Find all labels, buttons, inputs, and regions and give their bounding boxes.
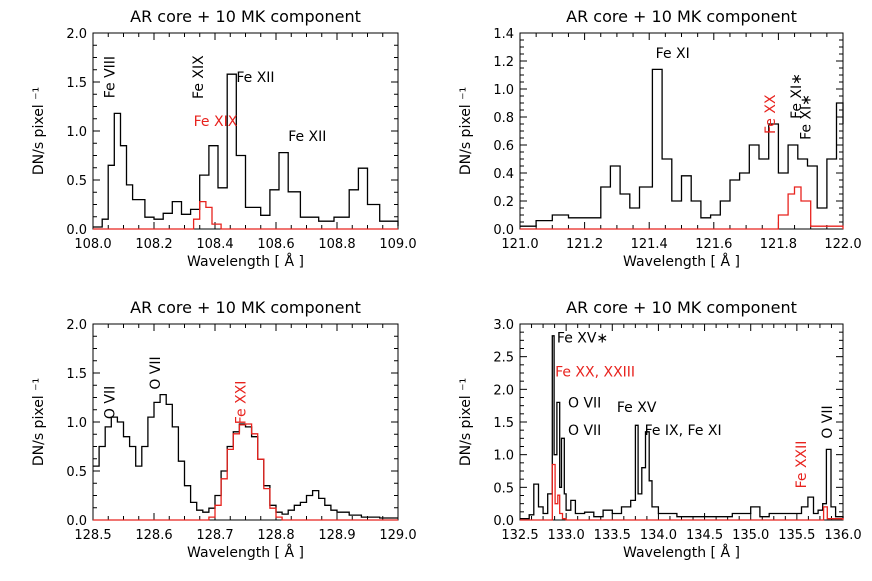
x-tick-label: 129.0	[379, 528, 416, 543]
series-line-red	[93, 200, 398, 230]
y-tick-label: 1.5	[66, 76, 87, 91]
x-tick-label: 128.8	[257, 528, 294, 543]
series-line-black	[520, 335, 844, 520]
line-annotation: Fe XIX	[194, 114, 238, 130]
line-annotation: O VII	[102, 386, 118, 419]
x-tick-label: 108.6	[257, 237, 294, 252]
y-axis-label: DN/s pixel ⁻¹	[458, 378, 474, 466]
chart-title: AR core + 10 MK component	[566, 298, 797, 317]
x-tick-label: 121.4	[631, 237, 668, 252]
x-axis-label: Wavelength [ Å ]	[187, 544, 304, 561]
y-tick-label: 1.0	[493, 83, 514, 98]
x-tick-label: 135.0	[732, 528, 769, 543]
line-annotation: O VII	[568, 423, 601, 439]
line-annotation: O VII	[148, 356, 164, 389]
x-tick-label: 133.5	[594, 528, 631, 543]
chart-title: AR core + 10 MK component	[566, 7, 797, 26]
y-tick-label: 1.0	[66, 416, 87, 431]
x-tick-label: 134.0	[640, 528, 677, 543]
chart-panel-3: 128.5 128.6 128.7 128.8 128.9 129.0 0.0 0.5 1.0 1…	[31, 298, 417, 561]
line-annotation: Fe XXI	[234, 381, 250, 425]
x-tick-label: 121.2	[566, 237, 603, 252]
line-annotation: Fe XI	[656, 46, 690, 62]
y-tick-label: 0.0	[66, 223, 87, 238]
series-line-red	[520, 463, 844, 521]
series-line-black	[520, 68, 844, 227]
line-annotation: Fe XII	[236, 70, 274, 86]
y-tick-label: 0.0	[66, 514, 87, 529]
x-axis-label: Wavelength [ Å ]	[623, 544, 740, 561]
x-tick-label: 108.4	[196, 237, 233, 252]
y-tick-label: 0.8	[493, 111, 514, 126]
y-axis-label: DN/s pixel ⁻¹	[31, 378, 47, 466]
y-tick-label: 1.0	[66, 125, 87, 140]
y-tick-label: 3.0	[493, 318, 514, 333]
line-annotation: Fe XI∗	[789, 73, 805, 119]
chart-panel-4: 132.5 133.0 133.5 134.0 134.5 135.0 135.5 136.0…	[458, 298, 862, 561]
y-tick-label: 2.0	[66, 318, 87, 333]
y-tick-label: 0.0	[493, 514, 514, 529]
y-tick-label: 2.0	[493, 383, 514, 398]
x-tick-label: 136.0	[824, 528, 861, 543]
x-tick-label: 108.0	[74, 237, 111, 252]
x-tick-label: 108.2	[135, 237, 172, 252]
y-tick-label: 0.0	[493, 223, 514, 238]
line-annotation: Fe XIX	[191, 55, 207, 99]
y-tick-label: 0.5	[66, 174, 87, 189]
x-tick-label: 128.9	[318, 528, 355, 543]
x-tick-label: 134.5	[686, 528, 723, 543]
line-annotation: Fe XV∗	[557, 330, 608, 346]
line-annotation: Fe IX, Fe XI	[645, 423, 722, 439]
line-annotation: Fe XII	[288, 129, 326, 145]
line-annotation: Fe VIII	[102, 56, 118, 98]
y-tick-label: 0.5	[493, 481, 514, 496]
x-tick-label: 109.0	[379, 237, 416, 252]
x-tick-label: 128.5	[74, 528, 111, 543]
line-annotation: Fe XX	[763, 94, 779, 134]
y-tick-label: 0.5	[66, 465, 87, 480]
chart-panel-1: 108.0 108.2 108.4 108.6 108.8 109.0 0.0 0.5 1.0 1…	[31, 7, 417, 270]
x-tick-label: 132.5	[501, 528, 538, 543]
y-tick-label: 0.2	[493, 195, 514, 210]
line-annotation: O VII	[820, 405, 836, 438]
line-annotation: Fe XI∗	[799, 94, 815, 140]
y-tick-label: 0.4	[493, 167, 514, 182]
chart-title: AR core + 10 MK component	[130, 7, 361, 26]
line-annotation: Fe XX, XXIII	[555, 364, 635, 380]
series-line-red	[520, 186, 844, 230]
x-axis-label: Wavelength [ Å ]	[623, 253, 740, 270]
x-tick-label: 121.0	[501, 237, 538, 252]
x-tick-label: 121.6	[695, 237, 732, 252]
series-line-black	[93, 73, 399, 228]
y-axis-label: DN/s pixel ⁻¹	[458, 87, 474, 175]
y-tick-label: 1.5	[66, 367, 87, 382]
y-tick-label: 0.6	[493, 139, 514, 154]
x-tick-label: 128.7	[196, 528, 233, 543]
x-tick-label: 121.8	[760, 237, 797, 252]
x-tick-label: 135.5	[778, 528, 815, 543]
y-tick-label: 2.5	[493, 351, 514, 366]
series-line-red	[93, 423, 398, 521]
chart-title: AR core + 10 MK component	[130, 298, 361, 317]
x-tick-label: 122.0	[824, 237, 861, 252]
x-tick-label: 108.8	[318, 237, 355, 252]
x-tick-label: 133.0	[548, 528, 585, 543]
line-annotation: O VII	[568, 396, 601, 412]
y-tick-label: 1.4	[493, 27, 514, 42]
y-tick-label: 1.5	[493, 416, 514, 431]
chart-panel-2: 121.0 121.2 121.4 121.6 121.8 122.0 0.0 0.2 0.4 0…	[458, 7, 862, 270]
y-tick-label: 1.2	[493, 55, 514, 70]
y-axis-label: DN/s pixel ⁻¹	[31, 87, 47, 175]
line-annotation: Fe XXII	[794, 441, 810, 489]
x-tick-label: 128.6	[135, 528, 172, 543]
line-annotation: Fe XV	[617, 400, 657, 416]
x-axis-label: Wavelength [ Å ]	[187, 253, 304, 270]
y-tick-label: 1.0	[493, 449, 514, 464]
y-tick-label: 2.0	[66, 27, 87, 42]
plot-frame	[519, 323, 844, 521]
